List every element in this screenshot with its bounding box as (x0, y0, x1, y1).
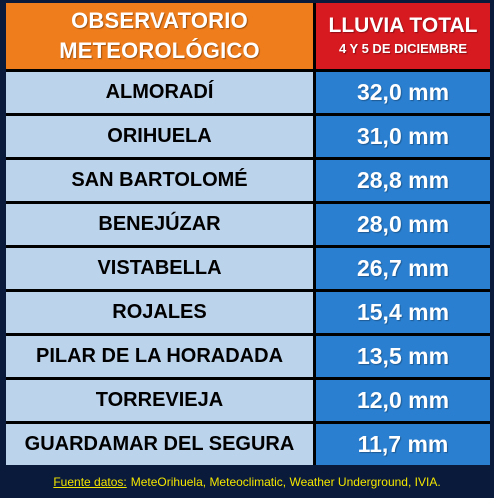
rain-value: 31,0 mm (316, 116, 490, 157)
header-observatory: OBSERVATORIO METEOROLÓGICO (6, 3, 313, 69)
station-name: SAN BARTOLOMÉ (6, 160, 313, 201)
station-name: PILAR DE LA HORADADA (6, 336, 313, 377)
column-divider (313, 3, 316, 69)
rain-value: 15,4 mm (316, 292, 490, 333)
source-footer: Fuente datos: MeteOrihuela, Meteoclimati… (0, 470, 494, 494)
column-divider (313, 336, 316, 377)
header-total-rain: LLUVIA TOTAL 4 Y 5 DE DICIEMBRE (316, 3, 490, 69)
rain-value: 26,7 mm (316, 248, 490, 289)
station-name: GUARDAMAR DEL SEGURA (6, 424, 313, 465)
station-name: ALMORADÍ (6, 72, 313, 113)
column-divider (313, 424, 316, 465)
source-label: Fuente datos: (53, 475, 127, 489)
rain-value: 28,8 mm (316, 160, 490, 201)
rain-value: 32,0 mm (316, 72, 490, 113)
header-observatory-line2: METEOROLÓGICO (59, 38, 260, 63)
station-name: ROJALES (6, 292, 313, 333)
column-divider (313, 116, 316, 157)
header-total-rain-dates: 4 Y 5 DE DICIEMBRE (338, 41, 468, 56)
column-divider (313, 380, 316, 421)
column-divider (313, 292, 316, 333)
source-list: MeteOrihuela, Meteoclimatic, Weather Und… (130, 475, 441, 489)
header-observatory-line1: OBSERVATORIO (71, 8, 248, 33)
station-name: ORIHUELA (6, 116, 313, 157)
column-divider (313, 160, 316, 201)
header-total-rain-title: LLUVIA TOTAL (328, 14, 478, 37)
rain-value: 13,5 mm (316, 336, 490, 377)
station-name: BENEJÚZAR (6, 204, 313, 245)
column-divider (313, 72, 316, 113)
rain-value: 11,7 mm (316, 424, 490, 465)
station-name: VISTABELLA (6, 248, 313, 289)
column-divider (313, 248, 316, 289)
column-divider (313, 204, 316, 245)
rainfall-table: OBSERVATORIO METEOROLÓGICO LLUVIA TOTAL … (6, 3, 490, 465)
station-name: TORREVIEJA (6, 380, 313, 421)
rain-value: 12,0 mm (316, 380, 490, 421)
rain-value: 28,0 mm (316, 204, 490, 245)
